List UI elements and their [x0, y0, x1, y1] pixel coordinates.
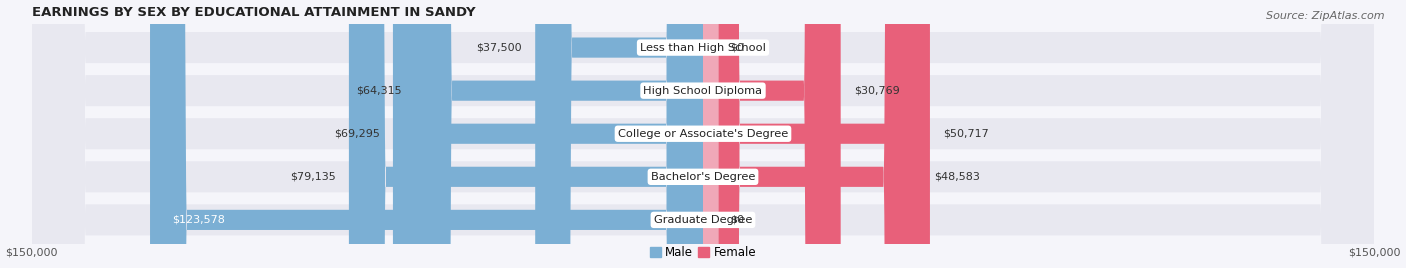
FancyBboxPatch shape	[32, 0, 1374, 268]
Text: $48,583: $48,583	[934, 172, 980, 182]
Text: EARNINGS BY SEX BY EDUCATIONAL ATTAINMENT IN SANDY: EARNINGS BY SEX BY EDUCATIONAL ATTAINMEN…	[32, 6, 475, 18]
FancyBboxPatch shape	[32, 0, 1374, 268]
Text: $79,135: $79,135	[290, 172, 336, 182]
FancyBboxPatch shape	[32, 0, 1374, 268]
FancyBboxPatch shape	[703, 0, 718, 268]
Text: Less than High School: Less than High School	[640, 43, 766, 53]
Text: $50,717: $50,717	[943, 129, 988, 139]
FancyBboxPatch shape	[150, 0, 703, 268]
Text: College or Associate's Degree: College or Associate's Degree	[617, 129, 789, 139]
Text: $69,295: $69,295	[333, 129, 380, 139]
Text: $64,315: $64,315	[356, 86, 402, 96]
FancyBboxPatch shape	[349, 0, 703, 268]
FancyBboxPatch shape	[703, 0, 929, 268]
FancyBboxPatch shape	[32, 0, 1374, 268]
Text: Graduate Degree: Graduate Degree	[654, 215, 752, 225]
Text: $0: $0	[730, 215, 744, 225]
Text: $123,578: $123,578	[173, 215, 225, 225]
Text: $30,769: $30,769	[853, 86, 900, 96]
FancyBboxPatch shape	[703, 0, 921, 268]
Text: $37,500: $37,500	[477, 43, 522, 53]
FancyBboxPatch shape	[703, 0, 841, 268]
FancyBboxPatch shape	[703, 0, 718, 268]
Text: High School Diploma: High School Diploma	[644, 86, 762, 96]
FancyBboxPatch shape	[536, 0, 703, 268]
FancyBboxPatch shape	[415, 0, 703, 268]
FancyBboxPatch shape	[392, 0, 703, 268]
Legend: Male, Female: Male, Female	[645, 241, 761, 264]
FancyBboxPatch shape	[32, 0, 1374, 268]
Text: Bachelor's Degree: Bachelor's Degree	[651, 172, 755, 182]
Text: $0: $0	[730, 43, 744, 53]
Text: Source: ZipAtlas.com: Source: ZipAtlas.com	[1267, 11, 1385, 21]
